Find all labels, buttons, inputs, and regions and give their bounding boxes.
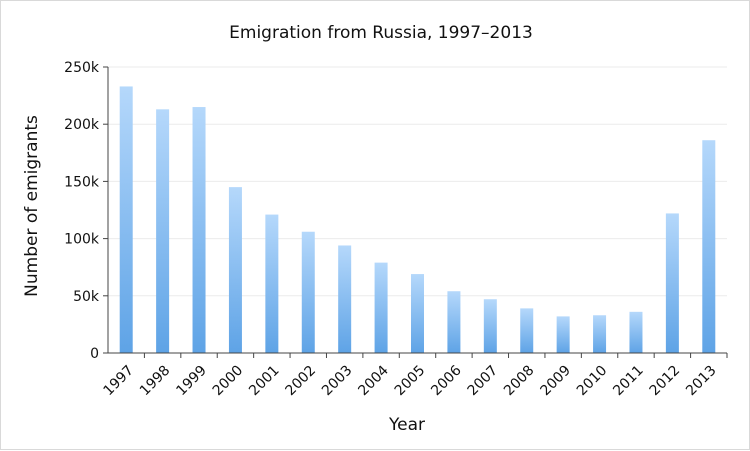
y-axis-label: Number of emigrants	[22, 115, 42, 297]
bar-2009	[556, 316, 570, 353]
gridlines	[108, 66, 727, 297]
x-axis-label: Year	[388, 415, 425, 435]
chart-title: Emigration from Russia, 1997–2013	[229, 23, 533, 43]
y-tick-label: 0	[90, 346, 99, 362]
x-tick-label: 2012	[647, 363, 684, 400]
bar-2010	[593, 315, 607, 353]
y-tick-label: 150k	[64, 174, 100, 190]
x-tick-label: 2001	[246, 363, 283, 400]
x-tick-label: 2013	[683, 363, 720, 400]
x-tick-label: 1999	[173, 363, 210, 400]
bar-series	[119, 86, 716, 353]
bar-2004	[374, 262, 388, 353]
bar-2008	[520, 308, 534, 353]
x-axis-ticks: 1997 1998 1999 2000 2001 2002 2003 2004 2005 2006…	[101, 353, 728, 400]
bar-2000	[228, 187, 242, 353]
x-tick-label: 1998	[137, 363, 174, 400]
x-tick-label: 2000	[210, 363, 247, 400]
bar-2003	[338, 245, 352, 353]
x-tick-label: 1997	[101, 363, 138, 400]
x-tick-label: 2010	[574, 363, 611, 400]
bar-2005	[411, 274, 424, 353]
y-tick-label: 200k	[64, 117, 100, 133]
bar-2007	[483, 299, 497, 353]
x-tick-label: 2005	[392, 363, 429, 400]
x-tick-label: 2009	[537, 363, 574, 400]
x-tick-label: 2007	[465, 363, 502, 400]
bar-1998	[156, 109, 170, 353]
x-tick-label: 2003	[319, 363, 356, 400]
x-tick-label: 2006	[428, 362, 465, 399]
axes	[107, 67, 727, 354]
x-tick-label: 2002	[283, 363, 320, 400]
bar-1997	[119, 86, 133, 353]
bar-2001	[265, 214, 279, 353]
y-axis-ticks: 0 50k 100k 150k 200k 250k	[64, 60, 108, 362]
bar-2011	[629, 311, 643, 353]
bar-2013	[702, 140, 716, 353]
y-tick-label: 50k	[73, 289, 100, 305]
x-tick-label: 2008	[501, 363, 538, 400]
x-tick-label: 2011	[610, 363, 647, 400]
bar-2012	[665, 213, 679, 353]
x-tick-label: 2004	[355, 362, 392, 399]
bar-2006	[447, 291, 461, 353]
y-tick-label: 250k	[64, 60, 100, 76]
bar-1999	[192, 107, 206, 353]
bar-2002	[301, 231, 315, 353]
y-tick-label: 100k	[64, 232, 100, 248]
